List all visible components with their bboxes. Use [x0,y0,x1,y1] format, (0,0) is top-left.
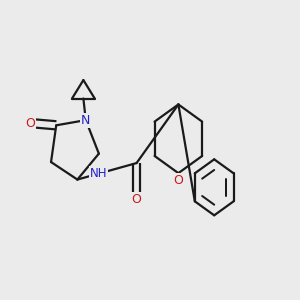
Text: O: O [25,117,35,130]
Text: N: N [81,114,91,127]
Text: NH: NH [90,167,107,180]
Text: O: O [132,193,142,206]
Text: O: O [173,174,183,187]
